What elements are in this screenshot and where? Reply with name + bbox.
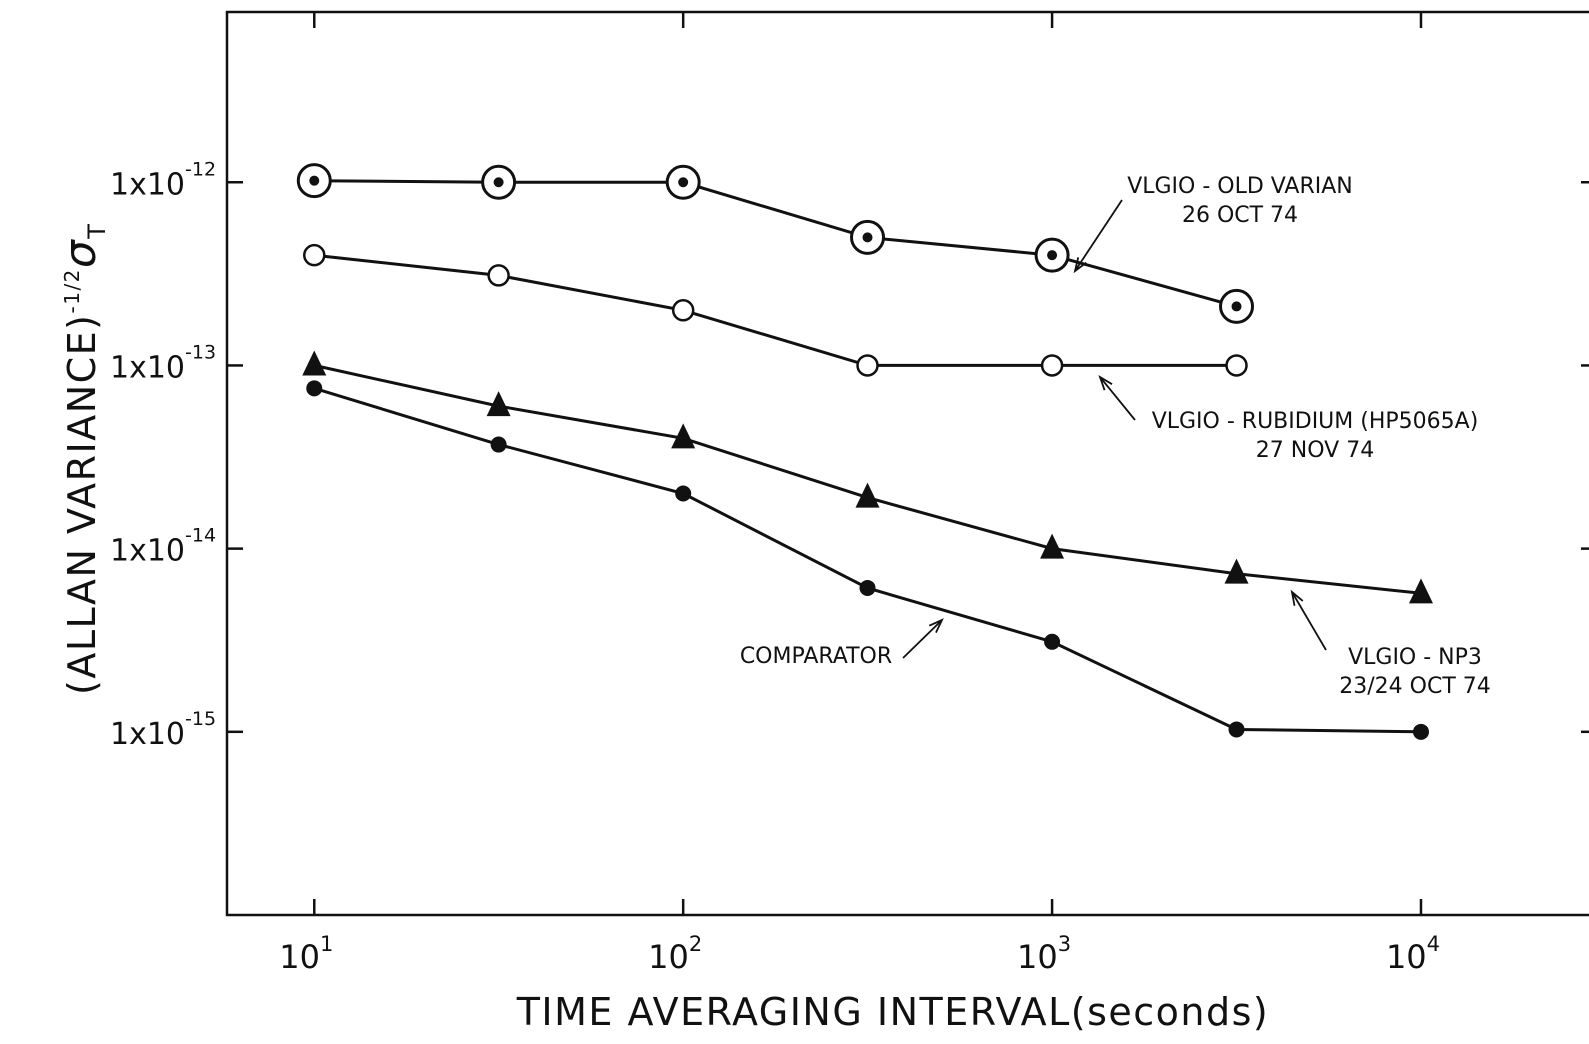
point-old-varian-1: [481, 164, 517, 200]
x-axis-label: TIME AVERAGING INTERVAL(seconds): [516, 990, 1270, 1034]
point-rubidium-1: [487, 264, 510, 287]
arrow-rubidium: [1099, 376, 1136, 421]
point-comparator-0: [306, 380, 323, 397]
point-rubidium-5: [1225, 354, 1248, 377]
point-np3-3: [855, 482, 880, 508]
arrow-old-varian-head: [1073, 257, 1087, 274]
y-axis-label-main: (ALLAN VARIANCE): [60, 314, 104, 696]
x-tick-label-0: 101: [279, 932, 333, 976]
point-comparator-4: [1044, 633, 1061, 650]
y-tick-label-1: 1x10-13: [110, 341, 216, 385]
point-rubidium-3: [856, 354, 879, 377]
arrow-comparator-head: [928, 618, 944, 634]
label-np3-line-0: VLGIO - NP3: [1348, 645, 1482, 670]
arrow-old-varian: [1074, 199, 1123, 272]
point-old-varian-5: [1219, 288, 1255, 324]
label-rubidium-line-0: VLGIO - RUBIDIUM (HP5065A): [1152, 409, 1479, 434]
point-comparator-1: [490, 436, 507, 453]
point-rubidium-0: [303, 243, 326, 267]
y-axis-label-symbol: σ: [55, 239, 106, 268]
y-axis-label: (ALLAN VARIANCE)-1/2σT: [55, 223, 111, 695]
x-tick-label-2: 103: [1017, 932, 1071, 976]
point-rubidium-4: [1040, 354, 1064, 377]
point-np3-6: [1408, 578, 1433, 604]
y-axis-label-sub: T: [83, 223, 111, 240]
plot-frame: [225, 10, 1589, 917]
arrow-np3-head: [1290, 589, 1304, 606]
point-comparator-6: [1412, 723, 1429, 740]
y-tick-label-0: 1x10-12: [110, 158, 216, 202]
series-markers: [296, 163, 1433, 740]
series-line-rubidium: [314, 253, 1237, 367]
point-old-varian-2: [665, 164, 701, 200]
x-tick-labels: 101 102 103 104: [279, 932, 1440, 976]
arrow-np3: [1291, 591, 1327, 651]
point-comparator-5: [1228, 721, 1245, 738]
y-tick-label-2: 1x10-14: [110, 525, 216, 569]
point-old-varian-3: [850, 219, 886, 255]
point-np3-2: [671, 423, 696, 449]
series-line-np3: [313, 363, 1422, 595]
point-old-varian-0: [296, 163, 332, 199]
label-old-varian-line-1: 26 OCT 74: [1182, 203, 1298, 228]
point-old-varian-4: [1034, 237, 1070, 273]
y-tick-labels: 1x10-12 1x10-13 1x10-14 1x10-15: [110, 158, 216, 752]
label-rubidium-line-1: 27 NOV 74: [1256, 438, 1374, 463]
y-axis-label-exp: -1/2: [60, 268, 84, 313]
y-tick-label-3: 1x10-15: [110, 708, 216, 752]
point-comparator-2: [675, 485, 692, 502]
point-rubidium-2: [671, 299, 695, 322]
point-comparator-3: [859, 579, 876, 596]
series-line-old-varian: [314, 179, 1237, 308]
arrow-comparator: [902, 619, 943, 659]
label-np3-line-1: 23/24 OCT 74: [1339, 674, 1491, 699]
point-np3-0: [302, 350, 327, 376]
series-annotations: VLGIO - OLD VARIAN 26 OCT 74 VLGIO - RUBID…: [740, 174, 1491, 699]
label-old-varian-line-0: VLGIO - OLD VARIAN: [1127, 174, 1353, 199]
arrow-rubidium-head: [1098, 374, 1113, 391]
x-tick-label-1: 102: [648, 932, 702, 976]
axis-ticks: [227, 12, 1589, 915]
svg-text:(ALLAN VARIANCE)-1/2σT: (ALLAN VARIANCE)-1/2σT: [55, 223, 111, 695]
label-comparator-line-0: COMPARATOR: [740, 644, 892, 669]
point-np3-5: [1224, 558, 1249, 584]
point-np3-1: [486, 391, 511, 417]
point-np3-4: [1040, 533, 1065, 559]
x-tick-label-3: 104: [1386, 932, 1440, 976]
